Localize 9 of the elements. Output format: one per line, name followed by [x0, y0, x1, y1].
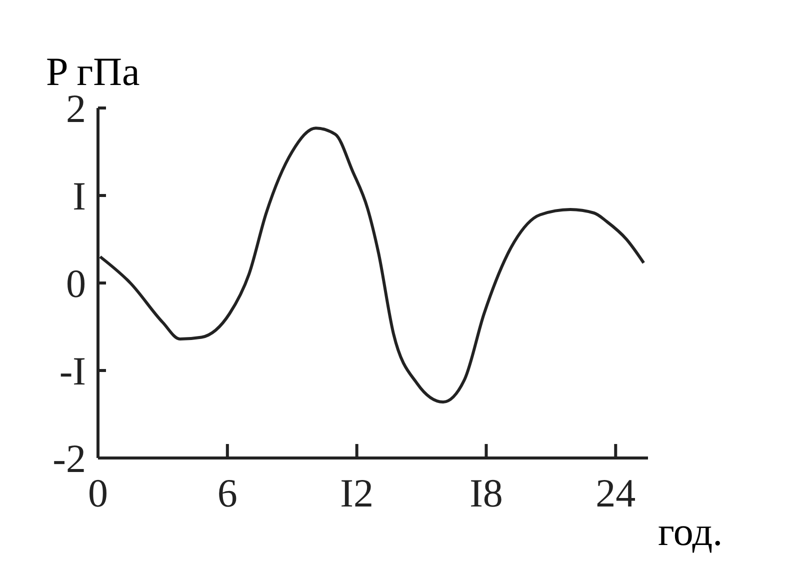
y-tick-label: I [72, 174, 86, 219]
x-tick-label: I2 [340, 470, 374, 516]
x-tick-label: 6 [217, 470, 238, 516]
y-tick-label: -I [59, 348, 86, 394]
y-tick-label: 0 [66, 261, 86, 306]
y-tick-label: -2 [52, 436, 86, 482]
x-tick-label: I8 [470, 470, 503, 516]
x-tick-label: 24 [596, 470, 636, 516]
x-axis-title: год. [658, 508, 723, 555]
